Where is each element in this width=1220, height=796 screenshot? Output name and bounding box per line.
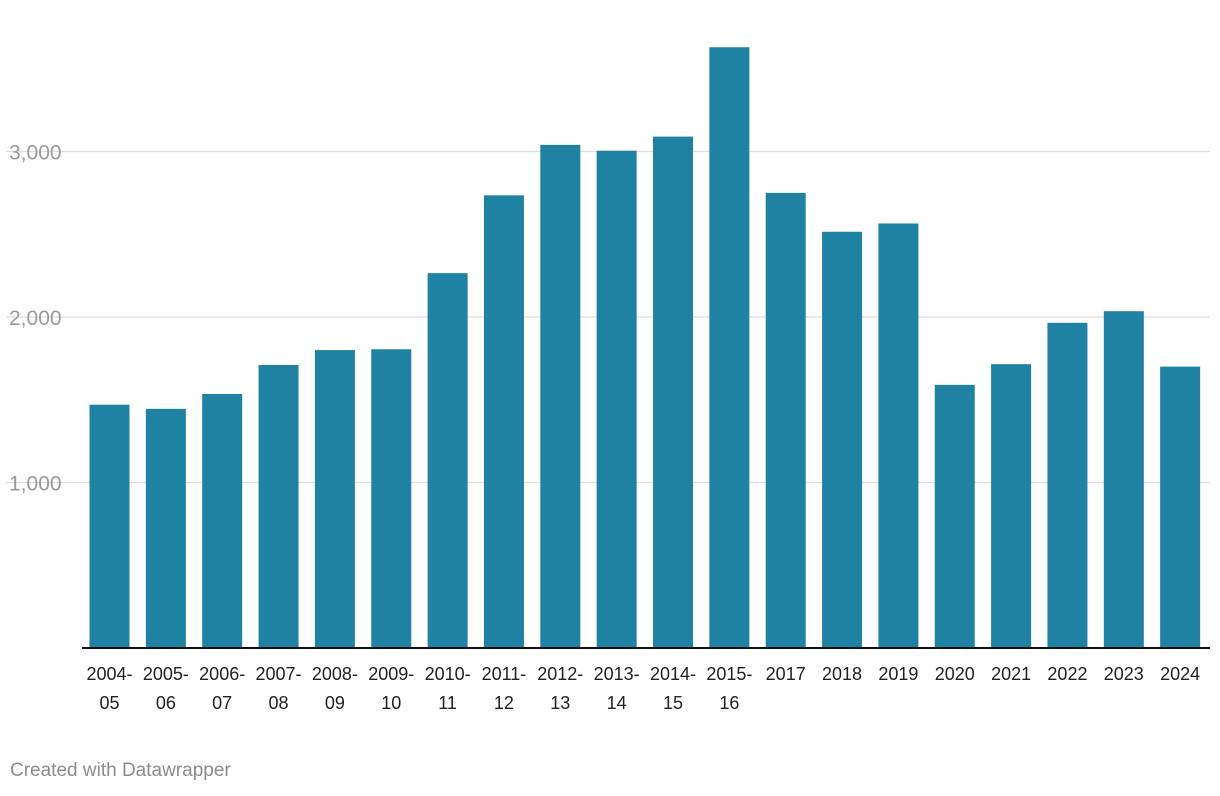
- bars: [89, 47, 1201, 649]
- x-tick-label: 2020: [935, 664, 975, 684]
- x-tick-label: 15: [663, 693, 683, 713]
- bar: [1160, 366, 1201, 648]
- bar: [991, 364, 1032, 648]
- x-tick-label: 2015-: [706, 664, 752, 684]
- bar: [709, 47, 750, 649]
- bar: [765, 192, 806, 648]
- x-tick-label: 2014-: [650, 664, 696, 684]
- x-tick-label: 2006-: [199, 664, 245, 684]
- x-tick-label: 2010-: [425, 664, 471, 684]
- x-tick-label: 2021: [991, 664, 1031, 684]
- y-axis-labels: 1,000 2,000 3,000: [9, 142, 62, 496]
- bar: [314, 350, 355, 648]
- bar: [596, 150, 637, 649]
- bar: [89, 404, 130, 648]
- bar: [934, 384, 975, 648]
- bar: [145, 408, 186, 648]
- bar: [653, 136, 693, 649]
- x-tick-label: 2004-: [86, 664, 132, 684]
- bar: [822, 231, 863, 648]
- x-tick-label: 12: [494, 693, 514, 713]
- x-tick-label: 2011-: [482, 664, 527, 684]
- bar: [483, 195, 524, 649]
- x-tick-label: 2022: [1047, 664, 1087, 684]
- x-tick-label: 2005-: [143, 664, 189, 684]
- bar: [1103, 311, 1144, 648]
- x-tick-label: 2023: [1104, 664, 1144, 684]
- x-tick-label: 16: [719, 693, 739, 713]
- bar: [258, 364, 299, 648]
- x-axis-labels: 2004- 05 2005- 06 2006- 07 2007- 08 2008- 09 2009-…: [86, 664, 1200, 713]
- footer-credit: Created with Datawrapper: [10, 760, 231, 781]
- x-tick-label: 07: [212, 693, 232, 713]
- x-tick-label: 11: [438, 693, 457, 713]
- bar: [427, 273, 468, 648]
- x-tick-label: 14: [607, 693, 627, 713]
- bar: [371, 349, 412, 648]
- y-tick-label: 1,000: [9, 473, 62, 496]
- bar: [540, 144, 581, 648]
- bar: [202, 393, 243, 648]
- x-tick-label: 08: [269, 693, 289, 713]
- x-tick-label: 09: [325, 693, 345, 713]
- x-tick-label: 05: [99, 693, 119, 713]
- x-tick-label: 2019: [878, 664, 918, 684]
- x-tick-label: 2007-: [256, 664, 302, 684]
- y-tick-label: 3,000: [9, 142, 62, 165]
- x-tick-label: 10: [381, 693, 401, 713]
- bar: [878, 223, 919, 648]
- x-tick-label: 2009-: [368, 664, 414, 684]
- x-tick-label: 2012-: [537, 664, 583, 684]
- x-tick-label: 2013-: [594, 664, 640, 684]
- x-tick-label: 13: [550, 693, 570, 713]
- x-tick-label: 2024: [1160, 664, 1200, 684]
- y-tick-label: 2,000: [9, 307, 62, 330]
- x-tick-label: 2017: [766, 664, 806, 684]
- bar: [1047, 322, 1088, 648]
- x-tick-label: 2018: [822, 664, 862, 684]
- x-tick-label: 2008-: [312, 664, 358, 684]
- x-tick-label: 06: [156, 693, 176, 713]
